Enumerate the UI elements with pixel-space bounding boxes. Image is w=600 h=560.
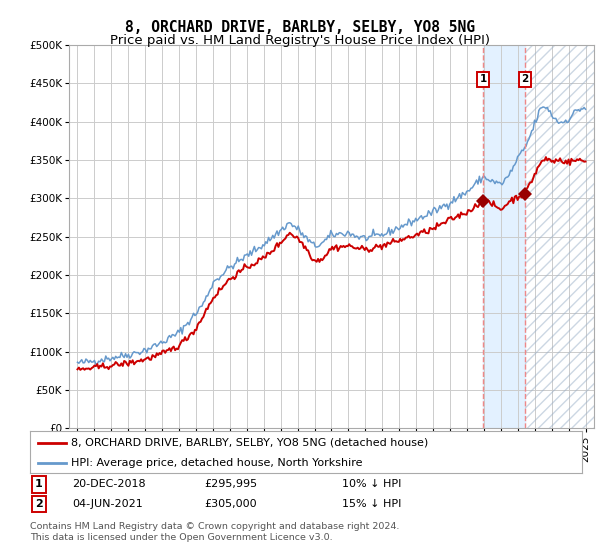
Text: 1: 1	[35, 479, 43, 489]
Bar	[525, 45, 594, 428]
Text: 2: 2	[35, 499, 43, 509]
Text: 1: 1	[479, 74, 487, 85]
Text: HPI: Average price, detached house, North Yorkshire: HPI: Average price, detached house, Nort…	[71, 458, 363, 468]
Text: 8, ORCHARD DRIVE, BARLBY, SELBY, YO8 5NG: 8, ORCHARD DRIVE, BARLBY, SELBY, YO8 5NG	[125, 20, 475, 35]
Text: £295,995: £295,995	[204, 479, 257, 489]
Text: 8, ORCHARD DRIVE, BARLBY, SELBY, YO8 5NG (detached house): 8, ORCHARD DRIVE, BARLBY, SELBY, YO8 5NG…	[71, 438, 428, 448]
Bar	[483, 45, 525, 428]
Text: Contains HM Land Registry data © Crown copyright and database right 2024.: Contains HM Land Registry data © Crown c…	[30, 522, 400, 531]
Text: 04-JUN-2021: 04-JUN-2021	[72, 499, 143, 509]
Text: 2: 2	[521, 74, 529, 85]
Text: 20-DEC-2018: 20-DEC-2018	[72, 479, 146, 489]
Text: 15% ↓ HPI: 15% ↓ HPI	[342, 499, 401, 509]
Text: Price paid vs. HM Land Registry's House Price Index (HPI): Price paid vs. HM Land Registry's House …	[110, 34, 490, 46]
Text: This data is licensed under the Open Government Licence v3.0.: This data is licensed under the Open Gov…	[30, 533, 332, 542]
Text: 10% ↓ HPI: 10% ↓ HPI	[342, 479, 401, 489]
Text: £305,000: £305,000	[204, 499, 257, 509]
